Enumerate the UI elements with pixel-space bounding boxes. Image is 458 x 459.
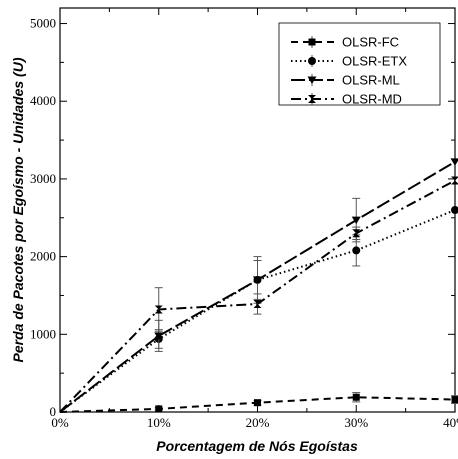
y-tick-label: 1000: [30, 326, 56, 341]
data-point: [352, 229, 360, 237]
x-axis-title: Porcentagem de Nós Egoístas: [156, 438, 358, 454]
series-olsr-fc: [60, 393, 458, 413]
x-tick-label: 30%: [344, 415, 368, 430]
legend-label: OLSR-ETX: [342, 54, 407, 69]
legend-marker: [308, 57, 316, 65]
data-point: [353, 394, 360, 401]
x-tick-label: 10%: [147, 415, 171, 430]
data-point: [254, 300, 262, 308]
y-tick-label: 4000: [30, 93, 56, 108]
x-tick-label: 0%: [51, 415, 69, 430]
y-tick-label: 5000: [30, 16, 56, 31]
series-olsr-etx: [60, 206, 458, 412]
series-layer: [60, 158, 458, 412]
data-point: [451, 206, 458, 214]
data-point: [352, 246, 360, 254]
y-tick-label: 3000: [30, 171, 56, 186]
series-olsr-ml: [60, 158, 458, 412]
legend-label: OLSR-MD: [342, 92, 402, 107]
series-olsr-md: [60, 176, 458, 412]
legend-label: OLSR-ML: [342, 73, 400, 88]
y-axis-title: Perda de Pacotes por Egoísmo - Unidades …: [10, 57, 26, 362]
data-point: [452, 396, 458, 403]
data-point: [254, 399, 261, 406]
legend-marker: [309, 39, 316, 46]
x-tick-label: 20%: [246, 415, 270, 430]
x-tick-label: 40%: [443, 415, 458, 430]
legend-label: OLSR-FC: [342, 35, 399, 50]
legend: OLSR-FC OLSR-ETX OLSR-ML OLSR-MD: [279, 23, 440, 107]
y-tick-label: 2000: [30, 249, 56, 264]
data-point: [155, 405, 162, 412]
